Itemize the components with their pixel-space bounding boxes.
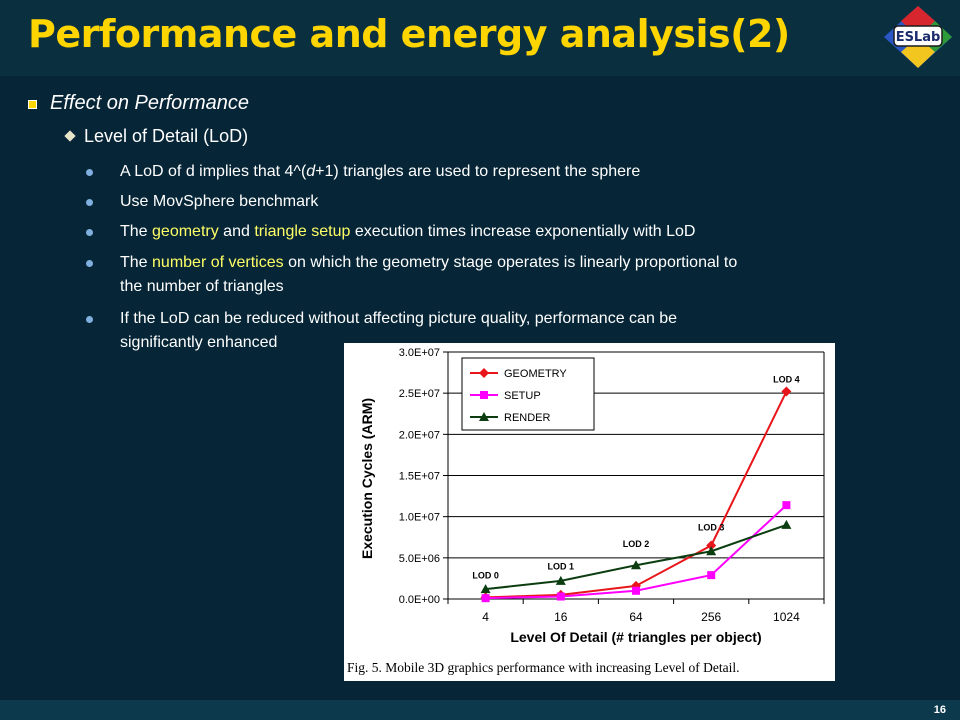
series-setup-data-point bbox=[632, 586, 640, 595]
chart-x-axis-label: Level Of Detail (# triangles per object) bbox=[510, 629, 761, 645]
chart-series bbox=[480, 386, 792, 603]
lod-annotation: LOD 1 bbox=[548, 561, 575, 571]
bullet-v-c: on which the geometry stage operates is … bbox=[283, 254, 738, 271]
chart-panel: 0.0E+00 5.0E+06 1.0E+07 1.5E+07 2.0E+07 2.5E+… bbox=[344, 343, 835, 681]
series-render-data-point bbox=[555, 575, 566, 585]
dot-bullet-icon bbox=[86, 260, 93, 267]
series-render-data-point bbox=[781, 519, 792, 529]
x-tick-label: 16 bbox=[554, 610, 568, 624]
y-tick-label: 1.5E+07 bbox=[399, 471, 440, 483]
y-tick-label: 5.0E+06 bbox=[399, 553, 440, 565]
chart-gridlines bbox=[443, 351, 825, 604]
dot-bullet-icon bbox=[86, 169, 93, 176]
chart-x-ticks: 4 16 64 256 1024 bbox=[482, 610, 800, 624]
chart-y-axis-label: Execution Cycles (ARM) bbox=[359, 398, 375, 559]
legend-render-label: RENDER bbox=[504, 412, 551, 424]
lod-annotation: LOD 2 bbox=[623, 539, 650, 549]
dot-bullet-icon bbox=[86, 199, 93, 206]
legend-geometry-data-point bbox=[479, 368, 489, 378]
bullet-lod-text-c: +1) triangles are used to represent the … bbox=[315, 163, 641, 180]
series-render-data-point bbox=[631, 560, 641, 570]
highlight-triangle-setup: triangle setup bbox=[254, 223, 351, 240]
legend-render-data-point bbox=[479, 412, 489, 421]
series-render-data-point bbox=[480, 584, 491, 594]
y-tick-label: 2.5E+07 bbox=[399, 388, 440, 400]
lod-annotation: LOD 4 bbox=[773, 374, 800, 384]
page-number: 16 bbox=[933, 704, 946, 716]
x-tick-label: 1024 bbox=[773, 610, 800, 624]
series-setup-data-point bbox=[707, 571, 716, 580]
bullet-lod-text-d: d bbox=[306, 163, 316, 180]
x-tick-label: 4 bbox=[482, 610, 489, 624]
bullet-gs-e: execution times increase exponentially w… bbox=[350, 223, 696, 240]
bullet-v-a: The bbox=[120, 254, 153, 271]
bullet-geometry-setup: The geometry and triangle setup executio… bbox=[120, 220, 695, 244]
legend-geometry-label: GEOMETRY bbox=[504, 368, 567, 380]
bullet-r-b: significantly enhanced bbox=[120, 334, 278, 351]
title-bar bbox=[0, 0, 960, 76]
bullet-gs-a: The bbox=[120, 223, 153, 240]
series-geometry-data-point bbox=[781, 386, 792, 397]
lod-annotation: LOD 3 bbox=[698, 523, 725, 533]
series-render-line bbox=[485, 523, 787, 591]
bullet-vertices: The number of vertices on which the geom… bbox=[120, 251, 737, 299]
slide-title: Performance and energy analysis(2) bbox=[28, 12, 790, 56]
bullet-r-a: If the LoD can be reduced without affect… bbox=[120, 310, 678, 327]
y-tick-label: 0.0E+00 bbox=[399, 594, 440, 606]
bullet-movsphere: Use MovSphere benchmark bbox=[120, 193, 319, 210]
chart-legend: GEOMETRY SETUP RENDER bbox=[461, 357, 595, 431]
y-tick-label: 2.0E+07 bbox=[399, 429, 440, 441]
chart-y-ticks: 0.0E+00 5.0E+06 1.0E+07 1.5E+07 2.0E+07 2.5E+… bbox=[399, 347, 440, 606]
bullet-v-d: the number of triangles bbox=[120, 278, 284, 295]
bullet-gs-c: and bbox=[218, 223, 255, 240]
logo-text: ESLab bbox=[896, 30, 941, 45]
diamond-bullet-icon bbox=[64, 130, 76, 142]
dot-bullet-icon bbox=[86, 229, 93, 236]
y-tick-label: 3.0E+07 bbox=[399, 347, 440, 359]
series-setup-data-point bbox=[556, 592, 565, 601]
dot-bullet-icon bbox=[86, 316, 93, 323]
chart-annotations: LOD 0 LOD 1 LOD 2 LOD 3 LOD 4 bbox=[472, 374, 799, 580]
eslab-logo-icon: ESLab bbox=[884, 6, 952, 68]
footer-bar bbox=[0, 700, 960, 720]
x-tick-label: 256 bbox=[701, 610, 721, 624]
y-tick-label: 1.0E+07 bbox=[399, 512, 440, 524]
series-geometry-data-point bbox=[706, 540, 717, 551]
bullet-reduce-lod: If the LoD can be reduced without affect… bbox=[120, 307, 677, 355]
highlight-geometry: geometry bbox=[152, 223, 219, 240]
bullet-lod-text-a: A LoD of d implies that 4^( bbox=[120, 163, 307, 180]
legend-setup-label: SETUP bbox=[504, 390, 541, 402]
lod-annotation: LOD 0 bbox=[472, 570, 499, 580]
bullet-lod-definition: A LoD of d implies that 4^(d+1) triangle… bbox=[120, 160, 640, 184]
performance-chart: 0.0E+00 5.0E+06 1.0E+07 1.5E+07 2.0E+07 2.5E+… bbox=[359, 347, 825, 645]
series-setup-data-point bbox=[782, 501, 791, 510]
bullet-level-of-detail: Level of Detail (LoD) bbox=[84, 126, 249, 146]
highlight-number-of-vertices: number of vertices bbox=[152, 254, 284, 271]
x-tick-label: 64 bbox=[629, 610, 643, 624]
series-render-data-point bbox=[706, 546, 717, 556]
series-setup-data-point bbox=[481, 594, 490, 603]
bullet-effect-on-performance: Effect on Performance bbox=[50, 92, 249, 114]
figure-caption: Fig. 5. Mobile 3D graphics performance w… bbox=[347, 660, 740, 675]
legend-setup-data-point bbox=[480, 391, 488, 399]
square-bullet-icon bbox=[28, 100, 37, 109]
